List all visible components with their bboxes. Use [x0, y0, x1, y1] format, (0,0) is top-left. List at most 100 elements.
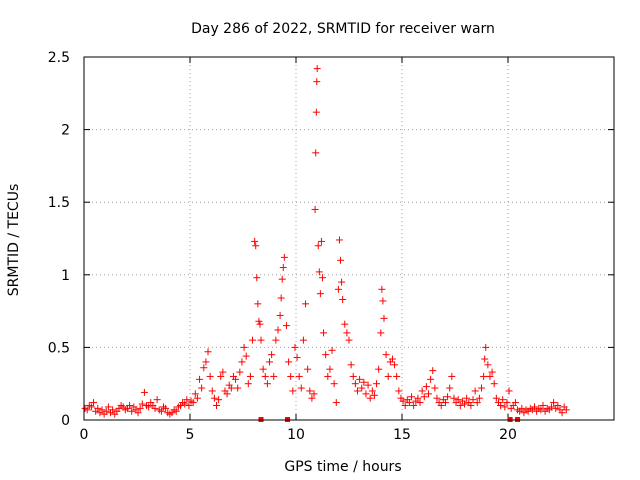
data-point [497, 401, 505, 409]
data-point [153, 396, 161, 404]
data-point [276, 311, 284, 319]
data-point [311, 205, 319, 213]
data-point [395, 387, 403, 395]
data-point [478, 384, 485, 392]
data-point [377, 329, 385, 337]
data-point [151, 404, 159, 412]
data-point [375, 365, 383, 373]
data-point [473, 399, 481, 407]
data-point [244, 380, 252, 388]
data-point [270, 372, 278, 380]
data-point [316, 290, 324, 298]
y-axis-label: SRMTID / TECUs [6, 184, 22, 297]
data-point [380, 314, 388, 322]
data-point [339, 295, 347, 303]
data-point [200, 364, 208, 372]
data-point [274, 326, 282, 334]
data-point [145, 403, 153, 411]
data-point [138, 400, 146, 408]
data-point [322, 351, 330, 359]
data-point [384, 372, 392, 380]
data-point [315, 268, 323, 276]
data-point [193, 394, 201, 402]
data-point [255, 317, 263, 325]
data-point [90, 399, 98, 407]
data-point [366, 394, 374, 402]
data-point [134, 409, 142, 417]
data-point [299, 336, 307, 344]
y-tick-label: 1.5 [48, 195, 70, 211]
data-point [353, 387, 361, 395]
data-point [314, 242, 322, 250]
data-point [128, 407, 136, 415]
x-tick-label: 15 [393, 427, 411, 443]
data-point [219, 368, 227, 376]
data-point [263, 380, 271, 388]
data-point [295, 372, 303, 380]
data-point [310, 390, 318, 398]
data-point [254, 300, 262, 308]
data-point [278, 275, 286, 283]
data-point [313, 78, 321, 86]
data-point [446, 384, 454, 392]
data-point [550, 399, 558, 407]
data-point [328, 346, 336, 354]
data-point [332, 399, 340, 407]
data-point [480, 372, 488, 380]
data-point [379, 297, 387, 305]
data-point [302, 300, 310, 308]
data-point [338, 278, 346, 286]
data-point [330, 380, 338, 388]
data-point [343, 329, 351, 337]
y-tick-label: 0.5 [48, 340, 70, 356]
data-point [356, 375, 364, 383]
data-point [410, 401, 418, 409]
data-point [547, 403, 555, 411]
data-point [210, 394, 218, 402]
x-tick-labels: 0 5 10 15 20 [80, 427, 517, 443]
y-tick-label: 2.5 [48, 50, 70, 66]
data-point [217, 372, 225, 380]
data-point [531, 403, 538, 411]
data-point [253, 274, 261, 282]
data-point [518, 404, 526, 412]
data-point [511, 399, 519, 407]
data-point [414, 394, 422, 402]
data-point [304, 365, 312, 373]
data-point [297, 384, 305, 392]
data-point [373, 380, 381, 388]
data-point [431, 384, 439, 392]
data-point [181, 400, 189, 408]
data-point [501, 403, 509, 411]
data-point [240, 343, 248, 351]
data-point [308, 394, 316, 402]
data-point [422, 383, 430, 391]
data-point [306, 387, 314, 395]
data-point [285, 358, 293, 366]
data-point [351, 380, 359, 388]
data-point [454, 396, 462, 404]
data-point [433, 394, 441, 402]
data-point [425, 390, 432, 398]
data-point [256, 320, 264, 328]
data-point [291, 343, 299, 351]
data-point [358, 384, 366, 392]
data-point [215, 396, 223, 404]
data-point [503, 399, 511, 407]
data-point [317, 237, 325, 245]
y-tick-label: 2 [61, 123, 70, 139]
data-point [202, 358, 210, 366]
data-point [324, 372, 332, 380]
data-point [456, 401, 464, 409]
data-point [345, 336, 353, 344]
data-point [360, 378, 368, 386]
x-tick-label: 20 [499, 427, 517, 443]
data-point [469, 396, 477, 404]
data-point [223, 390, 231, 398]
data-point [335, 236, 343, 244]
data-point [444, 393, 452, 401]
data-point [102, 407, 110, 415]
data-point [277, 294, 285, 302]
data-point [313, 65, 321, 73]
